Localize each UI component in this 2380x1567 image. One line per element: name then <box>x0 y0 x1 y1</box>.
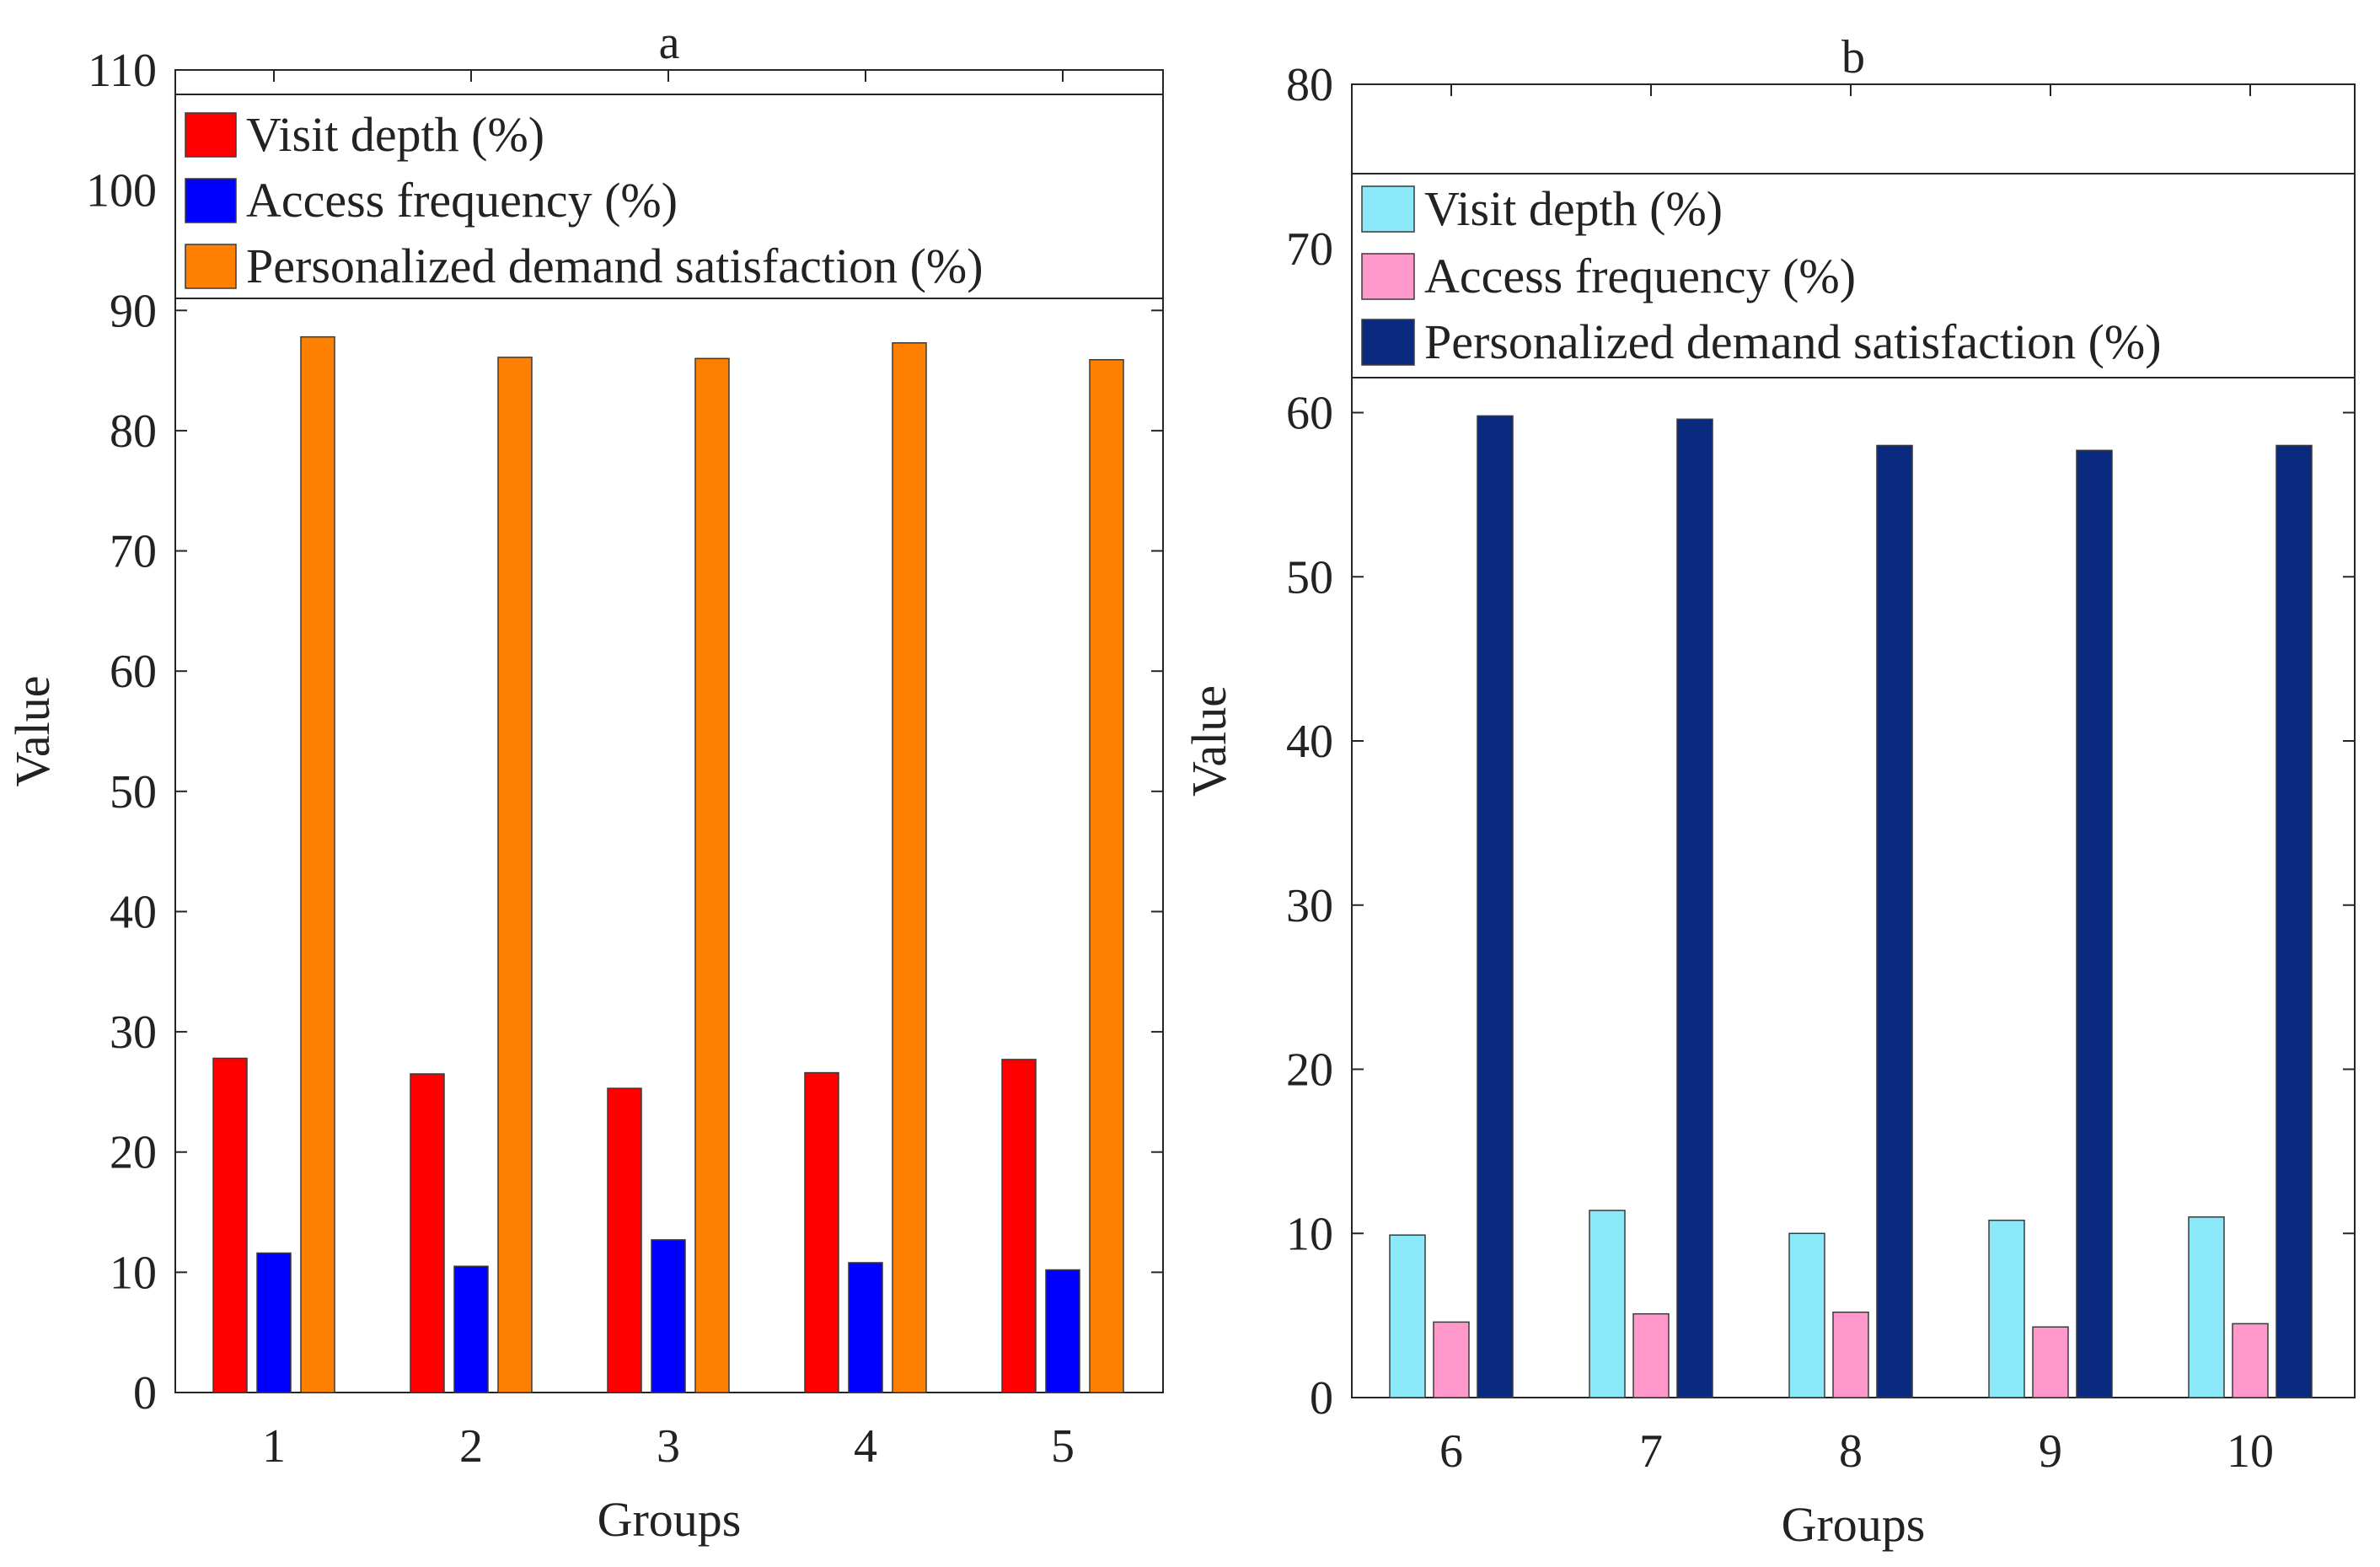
y-axis-label: Value <box>5 675 60 786</box>
bar <box>1589 1210 1626 1398</box>
y-tick-label: 0 <box>1310 1372 1333 1425</box>
y-tick-label: 60 <box>110 646 157 698</box>
bar <box>1632 1312 1670 1398</box>
y-tick-label: 110 <box>88 45 157 97</box>
x-tick-label: 3 <box>657 1420 680 1473</box>
x-tick-label: 1 <box>262 1420 286 1473</box>
bar <box>410 1073 445 1393</box>
legend-label: Visit depth (%) <box>246 107 544 162</box>
legend-swatch <box>1361 185 1415 233</box>
x-tick-label: 5 <box>1051 1420 1075 1473</box>
y-tick-label: 20 <box>110 1127 157 1179</box>
bar <box>256 1252 292 1393</box>
bar <box>2232 1323 2269 1398</box>
bar <box>1876 444 1913 1398</box>
legend-box <box>174 94 1164 299</box>
y-tick-label: 50 <box>110 766 157 818</box>
bar <box>607 1087 642 1393</box>
panel-b: 0 10 20 30 40 50 60 70 80 6 7 8 9 10 Visit depth (%) Ac… <box>1182 31 2356 1552</box>
bar <box>651 1239 686 1393</box>
y-tick-label: 90 <box>110 285 157 337</box>
bar <box>2032 1326 2069 1398</box>
y-tick-label: 10 <box>110 1247 157 1299</box>
bar <box>1389 1234 1426 1398</box>
y-axis-label: Value <box>1182 685 1236 797</box>
x-tick-label: 6 <box>1439 1425 1463 1478</box>
y-tick-label: 40 <box>110 886 157 938</box>
legend-label: Access frequency (%) <box>246 173 678 228</box>
bar <box>1832 1311 1869 1398</box>
legend-label: Personalized demand satisfaction (%) <box>246 239 984 293</box>
bar <box>1788 1232 1825 1398</box>
bar <box>1433 1321 1470 1398</box>
bar <box>1045 1269 1080 1393</box>
bar <box>2275 444 2313 1398</box>
y-tick-label: 50 <box>1286 551 1333 604</box>
bar <box>1676 418 1713 1398</box>
y-tick-label: 60 <box>1286 388 1333 440</box>
bar <box>1988 1219 2025 1398</box>
y-tick-label: 30 <box>1286 880 1333 932</box>
y-tick-label: 0 <box>133 1367 157 1419</box>
x-axis-label: Groups <box>598 1492 742 1547</box>
bar <box>2076 449 2113 1398</box>
y-tick-label: 30 <box>110 1006 157 1059</box>
y-tick-label: 80 <box>110 405 157 458</box>
x-tick-label: 2 <box>459 1420 483 1473</box>
bar <box>497 357 533 1393</box>
legend-swatch <box>185 178 237 223</box>
legend-label: Visit depth (%) <box>1424 181 1723 236</box>
bar <box>848 1262 883 1393</box>
y-tick-label: 10 <box>1286 1208 1333 1260</box>
legend-box <box>1351 173 2356 378</box>
bar <box>212 1057 248 1393</box>
bar <box>1001 1059 1037 1393</box>
bar <box>300 335 335 1393</box>
bar <box>453 1265 489 1393</box>
legend-label: Access frequency (%) <box>1424 249 1856 303</box>
y-tick-label: 70 <box>1286 223 1333 276</box>
chart-title: a <box>659 17 680 69</box>
bar <box>694 357 730 1393</box>
legend-swatch <box>185 244 237 289</box>
y-tick-label: 70 <box>110 526 157 578</box>
legend-label: Personalized demand satisfaction (%) <box>1424 314 2162 369</box>
legend-swatch <box>185 112 237 158</box>
bar <box>892 342 927 1393</box>
x-axis-label: Groups <box>1782 1497 1926 1552</box>
y-tick-label: 100 <box>86 165 157 217</box>
x-tick-label: 8 <box>1839 1425 1863 1478</box>
panel-a: 0 10 20 30 40 50 60 70 80 90 100 110 1 2 3 4 5 Visit dept… <box>5 17 1164 1547</box>
bar <box>1089 359 1124 1393</box>
bar <box>1477 415 1514 1398</box>
bar <box>2188 1216 2225 1398</box>
bar <box>804 1071 839 1393</box>
x-tick-label: 10 <box>2227 1425 2274 1478</box>
y-tick-label: 20 <box>1286 1044 1333 1097</box>
y-tick-label: 80 <box>1286 59 1333 111</box>
x-tick-label: 9 <box>2039 1425 2062 1478</box>
x-tick-label: 7 <box>1639 1425 1663 1478</box>
y-tick-label: 40 <box>1286 716 1333 768</box>
legend-swatch <box>1361 319 1415 366</box>
legend-swatch <box>1361 253 1415 300</box>
chart-title: b <box>1841 31 1865 83</box>
x-tick-label: 4 <box>854 1420 877 1473</box>
